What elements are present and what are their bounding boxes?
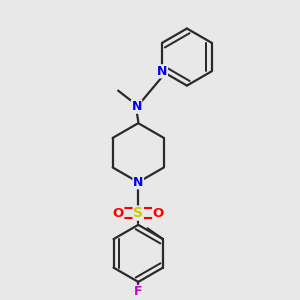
Text: N: N xyxy=(133,176,143,189)
Text: F: F xyxy=(134,286,142,298)
Text: S: S xyxy=(133,206,143,220)
Text: O: O xyxy=(153,207,164,220)
Text: N: N xyxy=(131,100,142,113)
Text: O: O xyxy=(112,207,124,220)
Text: N: N xyxy=(157,65,167,78)
